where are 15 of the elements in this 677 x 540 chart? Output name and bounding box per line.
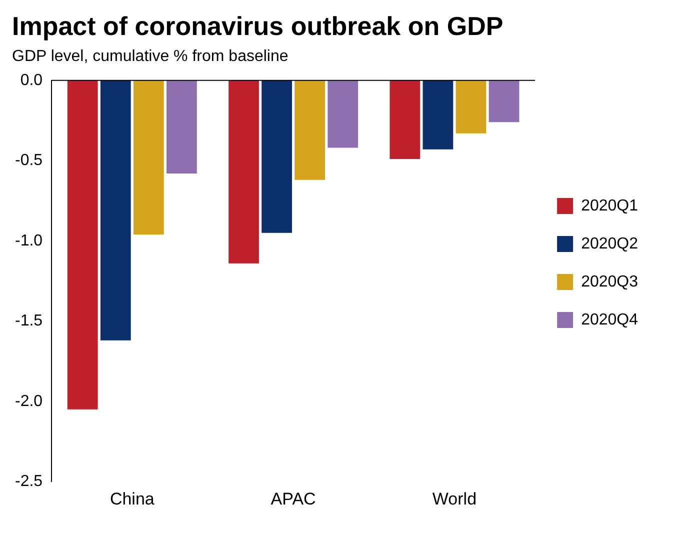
- y-tick-label: -2.5: [14, 473, 43, 490]
- x-tick-label: China: [110, 489, 155, 508]
- y-tick-label: -1.0: [14, 232, 43, 250]
- legend-label: 2020Q2: [581, 235, 638, 252]
- y-tick-label: -2.0: [14, 392, 43, 410]
- legend-label: 2020Q3: [581, 273, 638, 290]
- x-tick-label: APAC: [270, 489, 316, 508]
- y-tick-label: -0.5: [14, 152, 43, 170]
- x-tick-label: World: [432, 489, 477, 508]
- chart-subtitle: GDP level, cumulative % from baseline: [12, 48, 288, 66]
- y-tick-label: 0.0: [20, 72, 43, 89]
- legend-label: 2020Q1: [581, 197, 638, 214]
- legend-label: 2020Q4: [581, 311, 638, 328]
- chart-title: Impact of coronavirus outbreak on GDP: [12, 10, 504, 41]
- y-tick-label: -1.5: [14, 312, 43, 330]
